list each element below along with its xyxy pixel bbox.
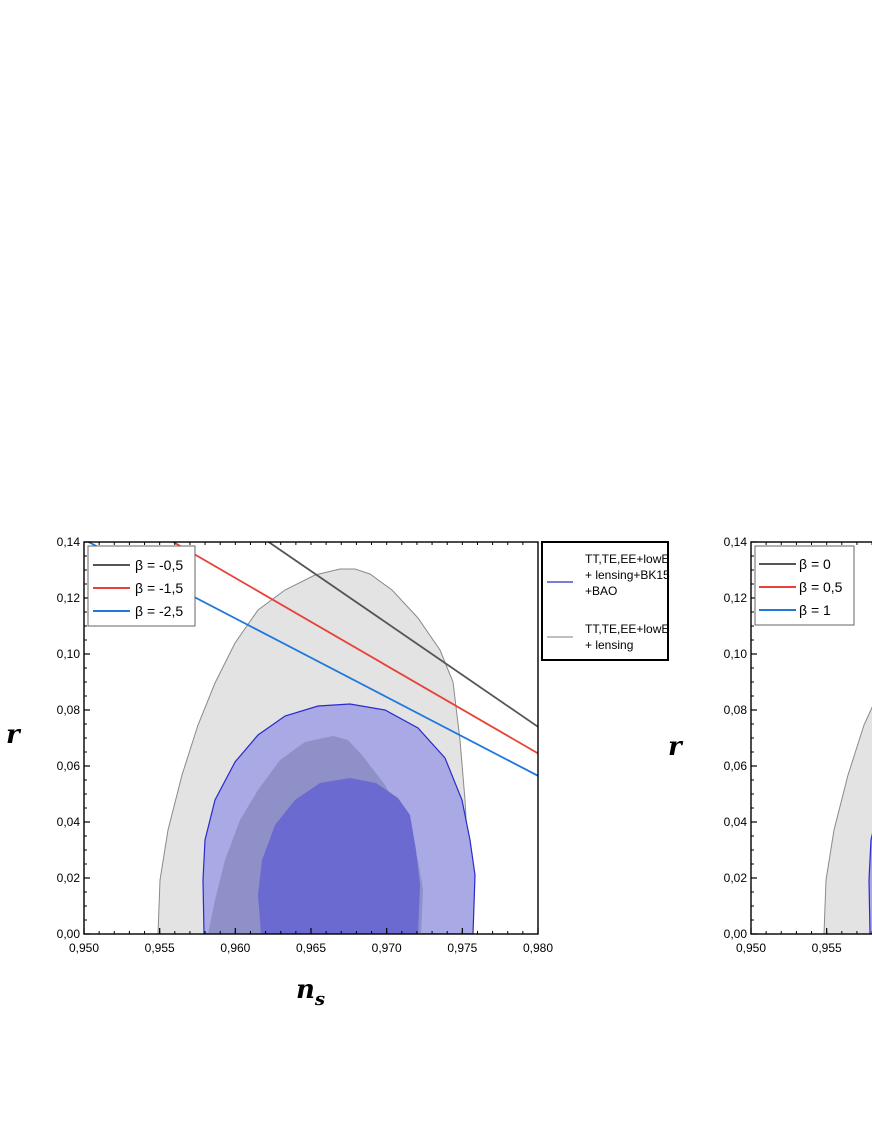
contour-legend: TT,TE,EE+lowE + lensing+BK15 +BAO TT,TE,… [541, 541, 670, 661]
y-tick-label: 0,04 [57, 815, 81, 829]
legend-item-beta-m25: β = -2,5 [135, 603, 183, 619]
x-tick-label: 0,950 [736, 941, 766, 955]
x-tick-label: 0,960 [220, 941, 250, 955]
y-tick-label: 0,12 [724, 591, 748, 605]
contour-legend-label-2b: + lensing [585, 638, 633, 652]
legend-item-beta-05: β = 0,5 [799, 579, 843, 595]
x-tick-label: 0,975 [447, 941, 477, 955]
x-tick-label: 0,955 [145, 941, 175, 955]
y-tick-label: 0,08 [724, 703, 748, 717]
y-tick-label: 0,12 [57, 591, 81, 605]
y-tick-label: 0,14 [57, 535, 81, 549]
y-tick-label: 0,00 [57, 927, 81, 941]
y-tick-label: 0,06 [57, 759, 81, 773]
y-tick-label: 0,14 [724, 535, 748, 549]
legend-item-beta-m05: β = -0,5 [135, 557, 183, 573]
left-y-axis-label: r [6, 720, 22, 750]
series-line-0 [268, 542, 538, 728]
right-y-axis-label: r [668, 732, 684, 762]
contour-legend-label-1c: +BAO [585, 584, 617, 598]
y-tick-label: 0,10 [724, 647, 748, 661]
right-contour-blue-95 [868, 832, 872, 934]
contour-blue-68 [258, 778, 420, 934]
x-tick-label: 0,965 [296, 941, 326, 955]
y-tick-label: 0,00 [724, 927, 748, 941]
series-line-1 [172, 542, 538, 755]
y-tick-label: 0,06 [724, 759, 748, 773]
y-tick-label: 0,02 [57, 871, 81, 885]
y-tick-label: 0,10 [57, 647, 81, 661]
left-x-axis-label: ns [296, 975, 325, 1010]
legend-item-beta-m15: β = -1,5 [135, 580, 183, 596]
right-plot: 0,00 0,02 0,04 0,06 0,08 0,10 0,12 0,14 0,950 0,9… [668, 535, 872, 955]
contour-legend-label-1b: + lensing+BK15 [585, 568, 670, 582]
right-beta-legend: β = 0 β = 0,5 β = 1 [754, 545, 855, 626]
left-beta-legend: β = -0,5 β = -1,5 β = -2,5 [87, 545, 196, 627]
x-tick-label: 0,955 [812, 941, 842, 955]
contour-legend-label-2a: TT,TE,EE+lowE [585, 622, 669, 636]
legend-item-beta-0: β = 0 [799, 556, 831, 572]
legend-item-beta-1: β = 1 [799, 602, 831, 618]
x-tick-label: 0,980 [523, 941, 553, 955]
y-tick-label: 0,02 [724, 871, 748, 885]
y-tick-label: 0,08 [57, 703, 81, 717]
x-tick-label: 0,970 [372, 941, 402, 955]
contour-legend-label-1a: TT,TE,EE+lowE [585, 552, 669, 566]
x-tick-label: 0,950 [69, 941, 99, 955]
right-contour-grey-95 [823, 706, 872, 934]
left-plot: 0,00 0,02 0,04 0,06 0,08 0,10 0,12 0,14 0,950 0,9… [6, 535, 670, 1010]
y-tick-label: 0,04 [724, 815, 748, 829]
